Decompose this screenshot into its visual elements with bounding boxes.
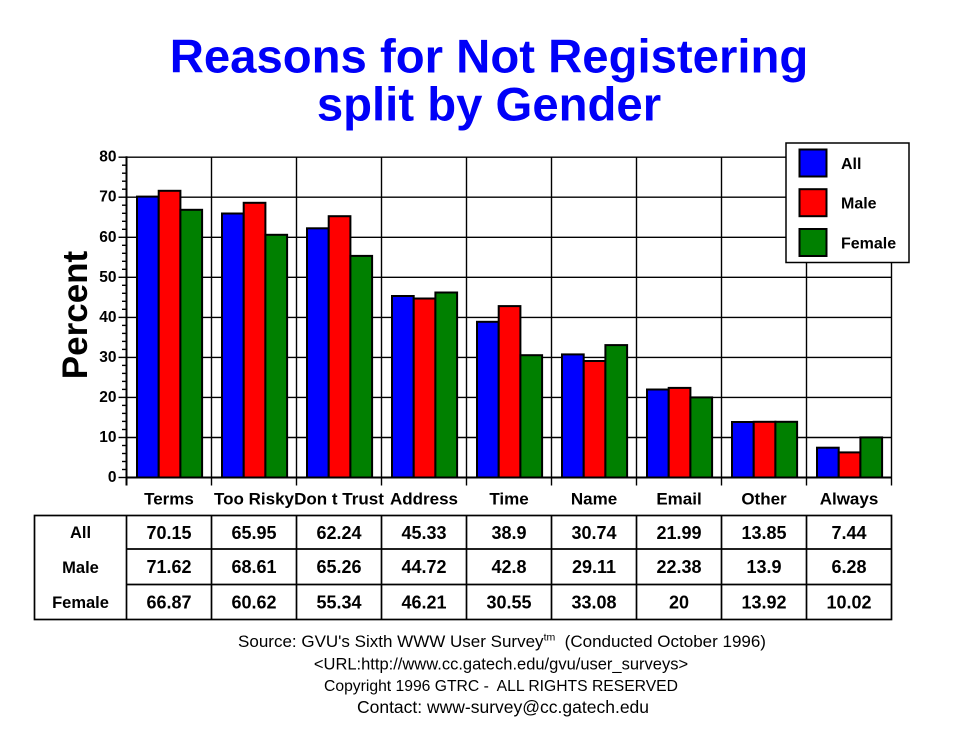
svg-text:7.44: 7.44 [831, 523, 866, 543]
svg-text:10.02: 10.02 [826, 593, 871, 613]
svg-text:Female: Female [841, 235, 896, 252]
svg-text:All: All [70, 524, 91, 542]
svg-text:30: 30 [99, 349, 116, 366]
svg-text:38.9: 38.9 [491, 523, 526, 543]
svg-text:33.08: 33.08 [571, 593, 616, 613]
svg-text:50: 50 [99, 269, 116, 286]
svg-text:Terms: Terms [144, 490, 194, 509]
svg-text:62.24: 62.24 [316, 523, 361, 543]
svg-text:Percent: Percent [56, 250, 95, 379]
svg-text:55.34: 55.34 [316, 593, 361, 613]
svg-text:Source: GVU's Sixth WWW User S: Source: GVU's Sixth WWW User Surveytm (C… [238, 632, 766, 652]
svg-text:80: 80 [99, 149, 116, 166]
svg-text:40: 40 [99, 309, 116, 326]
svg-text:30.74: 30.74 [571, 523, 616, 543]
svg-text:68.61: 68.61 [231, 557, 276, 577]
svg-text:13.85: 13.85 [741, 523, 786, 543]
svg-text:70: 70 [99, 189, 116, 206]
svg-text:70.15: 70.15 [146, 523, 191, 543]
svg-text:split by Gender: split by Gender [317, 79, 661, 132]
svg-text:46.21: 46.21 [401, 593, 446, 613]
svg-text:Male: Male [841, 196, 877, 213]
svg-text:Always: Always [820, 490, 879, 509]
svg-text:65.95: 65.95 [231, 523, 276, 543]
svg-text:30.55: 30.55 [486, 593, 531, 613]
svg-text:Male: Male [62, 559, 99, 577]
svg-text:13.92: 13.92 [741, 593, 786, 613]
svg-text:All: All [841, 156, 861, 173]
svg-text:Female: Female [52, 594, 109, 612]
svg-text:Contact: www-survey@cc.gatech.: Contact: www-survey@cc.gatech.edu [357, 697, 649, 717]
svg-text:Name: Name [571, 490, 617, 509]
svg-text:44.72: 44.72 [401, 557, 446, 577]
svg-text:Don t Trust: Don t Trust [294, 490, 384, 509]
svg-text:45.33: 45.33 [401, 523, 446, 543]
svg-text:10: 10 [99, 429, 116, 446]
svg-text:71.62: 71.62 [146, 557, 191, 577]
svg-text:6.28: 6.28 [831, 557, 866, 577]
svg-text:42.8: 42.8 [491, 557, 526, 577]
svg-text:Email: Email [656, 490, 701, 509]
svg-text:29.11: 29.11 [572, 557, 616, 577]
svg-text:20: 20 [99, 389, 116, 406]
svg-text:60.62: 60.62 [231, 593, 276, 613]
svg-text:Reasons for Not Registering: Reasons for Not Registering [170, 31, 809, 84]
svg-text:Copyright 1996 GTRC - ALL RIG: Copyright 1996 GTRC - ALL RIGHTS RESERVE… [324, 678, 678, 695]
svg-text:<URL:http://www.cc.gatech.edu/: <URL:http://www.cc.gatech.edu/gvu/user_s… [314, 656, 688, 674]
svg-text:0: 0 [108, 469, 117, 486]
svg-text:13.9: 13.9 [746, 557, 781, 577]
svg-text:66.87: 66.87 [146, 593, 191, 613]
svg-text:21.99: 21.99 [656, 523, 701, 543]
svg-text:20: 20 [669, 593, 689, 613]
svg-text:22.38: 22.38 [656, 557, 701, 577]
svg-text:65.26: 65.26 [316, 557, 361, 577]
svg-text:Other: Other [741, 490, 787, 509]
svg-text:Time: Time [489, 490, 528, 509]
svg-text:Too Risky: Too Risky [214, 490, 295, 509]
svg-text:60: 60 [99, 229, 116, 246]
svg-text:Address: Address [390, 490, 458, 509]
